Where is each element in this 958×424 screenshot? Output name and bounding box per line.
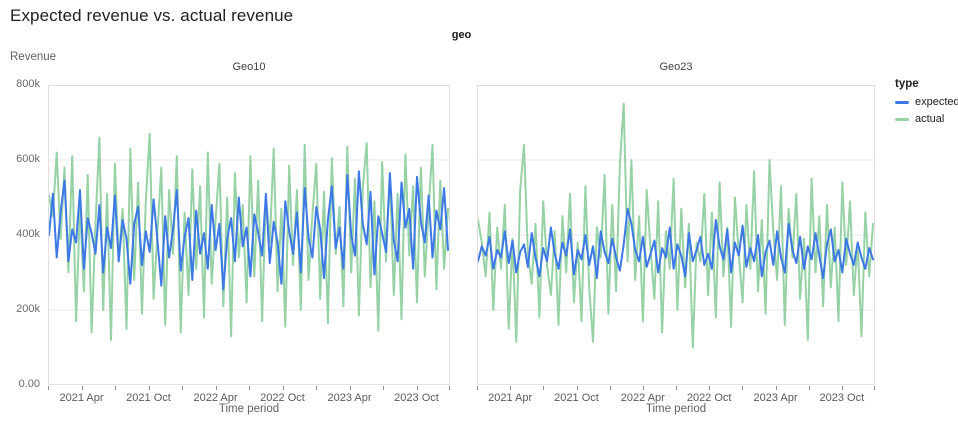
legend-item-label: actual [915, 113, 945, 125]
plot-geo23 [477, 85, 875, 385]
x-axis-title: Time period [645, 403, 707, 415]
y-tick-label: 400k [16, 228, 40, 240]
x-tick [316, 386, 317, 390]
x-tick-label: 2021 Apr [59, 392, 104, 404]
x-tick-label: 2022 Oct [686, 392, 732, 404]
x-tick [182, 386, 183, 390]
x-tick [81, 386, 83, 390]
plot-geo10 [48, 85, 450, 385]
x-tick-label: 2021 Oct [554, 392, 599, 404]
x-tick-label: 2022 Apr [193, 392, 238, 404]
actual-line-swatch [895, 117, 909, 121]
x-tick [742, 386, 744, 390]
actual-line-geo10 [48, 132, 449, 341]
x-tick-label: 2023 Oct [394, 392, 439, 404]
legend-item-expected[interactable]: expected [895, 96, 958, 108]
x-tick-label: 2023 Oct [819, 392, 865, 404]
y-tick-label: 600k [16, 153, 40, 165]
x-tick [477, 386, 478, 390]
x-axis-title: Time period [218, 403, 280, 415]
y-tick-label: 800k [16, 78, 40, 90]
x-tick [249, 386, 250, 390]
x-tick-label: 2022 Apr [620, 392, 665, 404]
x-tick [383, 386, 384, 390]
x-tick-label: 2021 Oct [126, 392, 171, 404]
x-tick [642, 386, 644, 390]
x-tick-label: 2023 Apr [753, 392, 798, 404]
x-tick [874, 386, 875, 390]
x-tick [148, 386, 150, 390]
x-tick [449, 386, 450, 390]
x-tick [115, 386, 116, 390]
legend-item-label: expected [915, 96, 958, 108]
expected-line-geo23 [477, 207, 874, 280]
x-tick [349, 386, 351, 390]
x-tick-label: 2022 Oct [260, 392, 305, 404]
facet-title-geo10: Geo10 [232, 61, 266, 73]
x-tick [709, 386, 711, 390]
y-axis-title: Revenue [10, 51, 57, 63]
x-tick-label: 2023 Apr [327, 392, 372, 404]
facet-column-header: geo [451, 29, 472, 41]
x-tick [48, 386, 49, 390]
plot-border [477, 85, 875, 385]
x-tick [576, 386, 578, 390]
x-tick [510, 386, 512, 390]
x-tick [808, 386, 810, 390]
legend-title: type [895, 78, 919, 90]
x-tick [543, 386, 545, 390]
x-tick [282, 386, 284, 390]
expected-line-geo10 [48, 170, 449, 291]
legend: type expected actual [895, 78, 958, 130]
page-title: Expected revenue vs. actual revenue [10, 6, 294, 25]
x-tick [416, 386, 418, 390]
x-axis-geo10: 2021 Apr 2021 Oct 2022 Apr 2022 Oct 2023 Apr… [48, 386, 450, 408]
actual-line-geo23 [477, 102, 874, 349]
x-axis-geo23: 2021 Apr 2021 Oct 2022 Apr 2022 Oct 2023 Apr… [477, 386, 875, 408]
facet-title-geo23: Geo23 [659, 61, 693, 73]
x-tick [841, 386, 843, 390]
y-tick-label: 0.00 [18, 378, 40, 390]
plot-border [48, 85, 450, 385]
expected-line-swatch [895, 100, 909, 104]
y-tick-label: 200k [16, 303, 40, 315]
x-tick-label: 2021 Apr [488, 392, 533, 404]
x-tick [775, 386, 777, 390]
x-tick [609, 386, 611, 390]
legend-item-actual[interactable]: actual [895, 113, 957, 125]
y-axis-tick-labels: 0.00 200k 400k 600k 800k [0, 78, 40, 390]
x-tick [676, 386, 677, 390]
x-tick [215, 386, 217, 390]
